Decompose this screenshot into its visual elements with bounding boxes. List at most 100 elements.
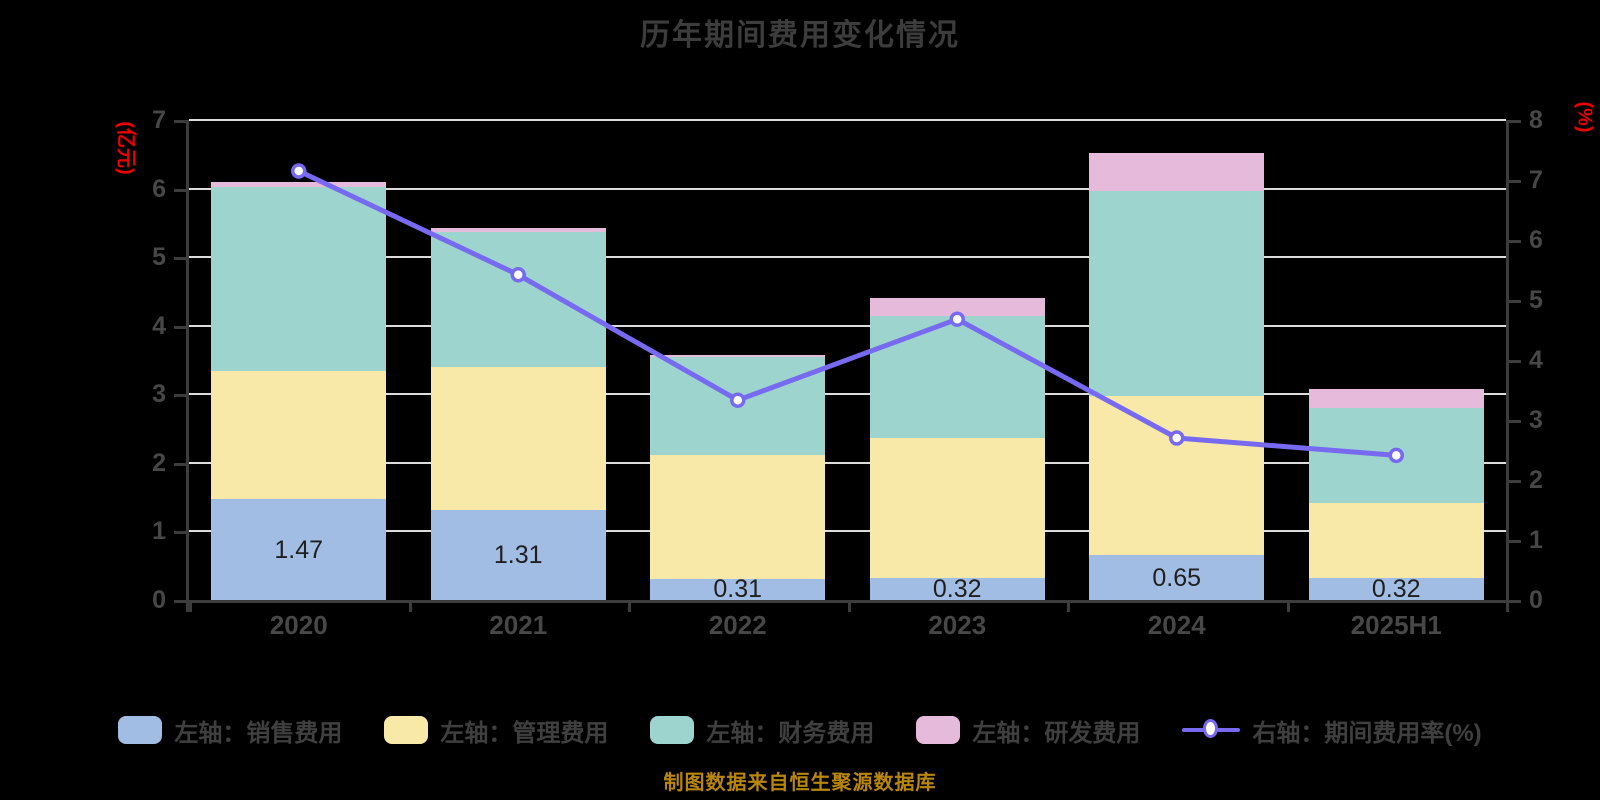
right-axis-tick xyxy=(1509,240,1521,243)
right-axis-tick xyxy=(1509,540,1521,543)
right-axis-tick-label: 0 xyxy=(1529,586,1543,614)
gridline xyxy=(189,324,1506,327)
legend-item-4[interactable]: 右轴：期间费用率(%) xyxy=(1182,713,1482,748)
bar-segment-s3-2025H1 xyxy=(1308,388,1484,408)
legend-item-1[interactable]: 左轴：管理费用 xyxy=(384,713,608,748)
right-axis-tick-label: 3 xyxy=(1529,406,1543,434)
x-axis-tick xyxy=(1067,600,1070,612)
x-axis-tick xyxy=(408,600,412,612)
legend-swatch-icon xyxy=(650,716,695,744)
bar-value-label: 0.65 xyxy=(1152,563,1202,592)
left-axis-tick xyxy=(174,257,186,261)
right-axis-tick-label: 4 xyxy=(1529,346,1543,374)
source-note: 制图数据来自恒生聚源数据库 xyxy=(663,772,937,794)
right-axis-tick-label: 1 xyxy=(1529,526,1543,554)
bar-segment-s2-2021 xyxy=(430,231,606,367)
legend-swatch-icon xyxy=(916,716,961,744)
bar-segment-s0-2021 xyxy=(430,510,606,600)
right-axis-tick xyxy=(1509,420,1521,423)
right-axis-tick xyxy=(1509,120,1521,123)
bar-segment-s1-2021 xyxy=(430,366,606,511)
gridline xyxy=(189,461,1506,464)
bar-value-label: 0.32 xyxy=(1371,575,1421,604)
right-axis-tick-label: 7 xyxy=(1529,166,1543,194)
left-axis-tick xyxy=(174,462,186,466)
x-axis-tick-label: 2022 xyxy=(708,610,767,640)
bar-segment-s1-2024 xyxy=(1089,395,1265,556)
bar-segment-s0-2025H1 xyxy=(1308,578,1484,600)
right-axis-tick xyxy=(1509,480,1521,483)
legend-item-label: 左轴：管理费用 xyxy=(440,719,609,747)
bar-segment-s3-2021 xyxy=(430,227,606,232)
left-axis-tick-label: 1 xyxy=(152,517,166,546)
chart-title: 历年期间费用变化情况 xyxy=(640,19,960,52)
x-axis-tick xyxy=(189,600,192,612)
left-axis-tick-label: 0 xyxy=(152,586,166,614)
x-axis-tick-label: 2024 xyxy=(1147,610,1206,640)
legend-swatch-icon xyxy=(384,716,429,744)
bar-segment-s2-2023 xyxy=(869,316,1045,439)
bar-segment-s2-2020 xyxy=(211,187,387,371)
right-axis-line xyxy=(1506,120,1509,612)
bar-segment-s0-2023 xyxy=(869,578,1045,600)
x-axis-tick-label: 2020 xyxy=(269,610,328,640)
left-axis-tick xyxy=(174,325,186,329)
left-axis-tick xyxy=(174,600,186,603)
bar-segment-s3-2020 xyxy=(211,181,387,188)
bar-value-label: 0.31 xyxy=(713,575,763,604)
bar-segment-s3-2024 xyxy=(1089,152,1265,191)
bar-segment-s0-2024 xyxy=(1089,555,1265,600)
bar-segment-s1-2022 xyxy=(650,455,826,579)
bar-value-label: 0.32 xyxy=(932,575,982,604)
legend-item-3[interactable]: 左轴：研发费用 xyxy=(916,713,1140,748)
right-axis-tick xyxy=(1509,180,1521,183)
legend-item-label: 左轴：研发费用 xyxy=(972,719,1141,747)
left-axis-tick-label: 4 xyxy=(152,311,166,340)
bar-segment-s3-2023 xyxy=(869,298,1045,317)
left-axis-tick xyxy=(174,188,186,192)
left-axis-tick-label: 6 xyxy=(152,174,166,203)
legend-item-0[interactable]: 左轴：销售费用 xyxy=(118,713,342,748)
left-axis-tick-label: 3 xyxy=(152,380,166,409)
left-axis-tick xyxy=(174,394,186,398)
left-axis-tick-label: 7 xyxy=(152,106,166,134)
legend: 左轴：销售费用 左轴：管理费用 左轴：财务费用 左轴：研发费用 右轴：期间费用率(%) xyxy=(0,708,1600,752)
bar-segment-s1-2025H1 xyxy=(1308,502,1484,579)
bar-segment-s3-2022 xyxy=(650,354,826,357)
bar-value-label: 1.47 xyxy=(274,535,324,564)
x-axis-tick-label: 2025H1 xyxy=(1350,610,1442,640)
gridline xyxy=(189,530,1506,533)
left-axis-tick xyxy=(174,120,186,123)
legend-item-2[interactable]: 左轴：财务费用 xyxy=(650,713,874,748)
legend-item-label: 左轴：销售费用 xyxy=(174,719,343,747)
x-axis-tick xyxy=(628,600,631,612)
right-axis-tick xyxy=(1509,600,1521,603)
gridline xyxy=(189,119,1506,121)
left-axis-tick-label: 5 xyxy=(152,243,166,272)
bar-segment-s0-2022 xyxy=(650,578,826,600)
legend-line-dot xyxy=(1203,719,1219,738)
x-axis-tick xyxy=(1506,600,1509,612)
right-axis-tick-label: 8 xyxy=(1529,106,1543,134)
right-axis-tick-label: 6 xyxy=(1529,226,1543,254)
x-axis-tick xyxy=(1286,600,1290,612)
x-axis-tick-label: 2023 xyxy=(928,610,987,640)
right-axis-tick xyxy=(1509,360,1521,363)
right-axis-tick-label: 2 xyxy=(1529,466,1543,494)
gridline xyxy=(189,256,1506,259)
legend-item-label: 右轴：期间费用率(%) xyxy=(1252,719,1482,747)
legend-item-label: 左轴：财务费用 xyxy=(706,719,875,747)
left-axis-tick xyxy=(174,531,186,535)
legend-line-marker-icon xyxy=(1182,716,1241,744)
right-axis-tick-label: 5 xyxy=(1529,286,1543,314)
bar-segment-s2-2024 xyxy=(1089,190,1265,396)
right-axis-tick xyxy=(1509,300,1521,303)
bar-segment-s1-2023 xyxy=(869,438,1045,579)
x-axis-tick-label: 2021 xyxy=(489,610,548,640)
x-axis-tick xyxy=(847,600,851,612)
left-axis-line xyxy=(186,120,189,612)
bar-segment-s2-2025H1 xyxy=(1308,408,1484,503)
bar-segment-s0-2020 xyxy=(211,499,387,600)
gridline xyxy=(189,187,1506,190)
